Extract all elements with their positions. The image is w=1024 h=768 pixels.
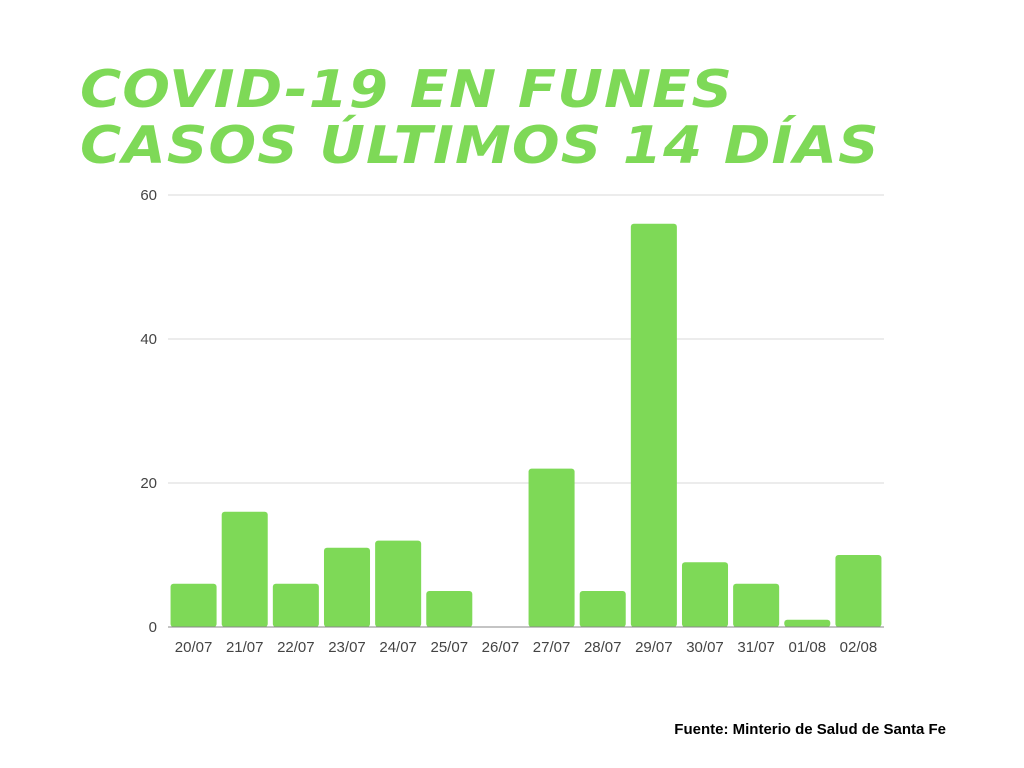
x-tick-label: 25/07 <box>431 639 469 656</box>
title-line-2: CASOS ÚLTIMOS 14 DÍAS <box>80 116 880 176</box>
source-note: Fuente: Minterio de Salud de Santa Fe <box>674 721 946 738</box>
bar <box>221 511 268 627</box>
y-tick-label: 20 <box>140 475 157 492</box>
x-tick-label: 23/07 <box>328 639 366 656</box>
x-tick-label: 29/07 <box>635 639 673 656</box>
x-tick-label: 20/07 <box>175 639 213 656</box>
bar <box>835 555 882 627</box>
bar <box>323 547 371 627</box>
x-tick-label: 26/07 <box>482 639 520 656</box>
bar <box>733 583 780 627</box>
x-tick-label: 01/08 <box>789 639 827 656</box>
x-tick-label: 21/07 <box>226 639 264 656</box>
x-tick-label: 28/07 <box>584 639 622 656</box>
x-tick-label: 02/08 <box>840 639 878 656</box>
bar <box>375 540 422 627</box>
x-tick-label: 24/07 <box>379 639 417 656</box>
bar <box>170 583 217 627</box>
bar <box>528 468 575 627</box>
bar <box>681 562 729 627</box>
x-tick-label: 30/07 <box>686 639 724 656</box>
chart-title: COVID-19 EN FUNES CASOS ÚLTIMOS 14 DÍAS <box>80 62 880 174</box>
bar <box>579 591 626 627</box>
bar <box>272 583 319 627</box>
title-line-1: COVID-19 EN FUNES <box>80 60 734 120</box>
y-tick-label: 0 <box>149 619 157 636</box>
y-tick-label: 60 <box>140 187 157 204</box>
bar <box>630 223 677 628</box>
x-tick-label: 27/07 <box>533 639 571 656</box>
x-tick-label: 22/07 <box>277 639 315 656</box>
y-tick-label: 40 <box>140 331 157 348</box>
x-tick-label: 31/07 <box>737 639 775 656</box>
bar <box>426 591 473 627</box>
bar <box>784 619 831 627</box>
